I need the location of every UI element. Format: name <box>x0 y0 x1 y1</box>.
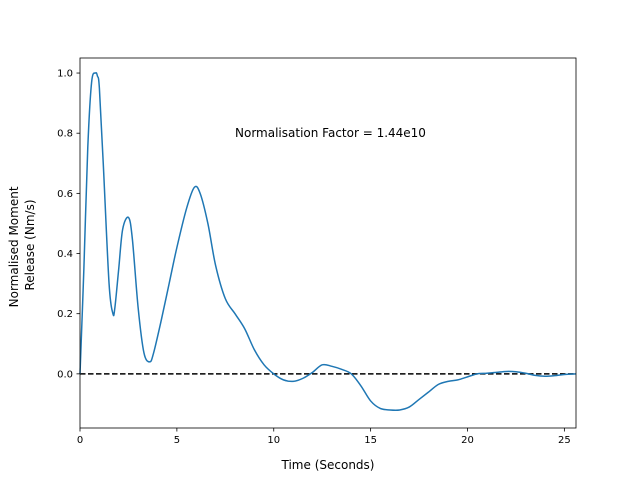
y-tick-label: 0.2 <box>57 309 73 320</box>
y-tick-label: 1.0 <box>57 69 73 80</box>
y-tick-label: 0.6 <box>57 189 73 200</box>
x-tick-label: 15 <box>364 435 377 446</box>
x-tick-label: 10 <box>267 435 280 446</box>
x-tick-label: 0 <box>77 435 83 446</box>
y-tick-label: 0.4 <box>57 249 73 260</box>
x-tick-label: 5 <box>174 435 180 446</box>
y-axis-label: Normalised Moment Release (Nm/s) <box>7 183 37 308</box>
normalisation-factor-annotation: Normalisation Factor = 1.44e10 <box>235 126 426 140</box>
moment-release-series-line <box>79 71 577 411</box>
plot-frame <box>79 57 577 429</box>
y-axis-label-line-1: Normalised Moment <box>7 186 21 307</box>
y-axis-ticks: 0.0 0.2 0.4 0.6 0.8 1.0 <box>57 69 80 380</box>
x-axis-ticks: 0 5 10 15 20 25 <box>77 428 571 446</box>
x-tick-label: 20 <box>461 435 474 446</box>
y-axis-label-line-2: Release (Nm/s) <box>23 199 37 290</box>
series-layer <box>79 71 577 411</box>
x-tick-label: 25 <box>558 435 571 446</box>
y-tick-label: 0.0 <box>57 369 73 380</box>
x-axis-label: Time (Seconds) <box>281 458 375 472</box>
y-tick-label: 0.8 <box>57 129 73 140</box>
